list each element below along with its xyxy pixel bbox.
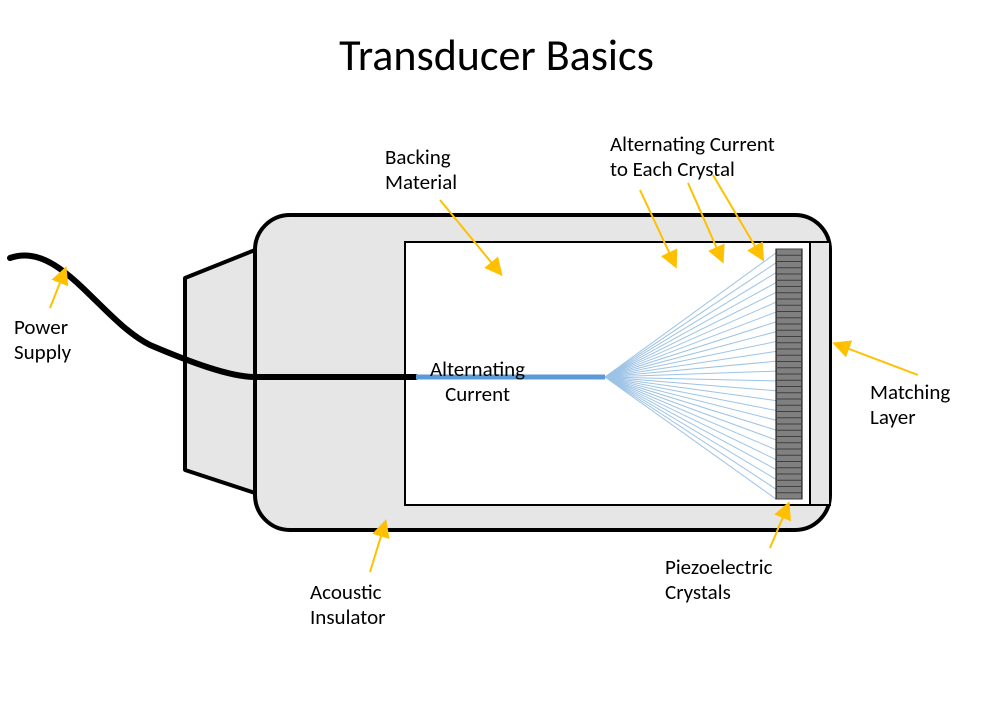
label-alternating-current: Alternating Current xyxy=(430,357,525,407)
label-piezoelectric-crystals: Piezoelectric Crystals xyxy=(665,555,772,605)
label-acoustic-insulator: Acoustic Insulator xyxy=(310,580,385,630)
label-backing-material: Backing Material xyxy=(385,145,457,195)
label-ac-crystal: Alternating Current to Each Crystal xyxy=(610,132,775,182)
label-power-supply: Power Supply xyxy=(14,315,71,365)
label-matching-layer: Matching Layer xyxy=(870,380,950,430)
